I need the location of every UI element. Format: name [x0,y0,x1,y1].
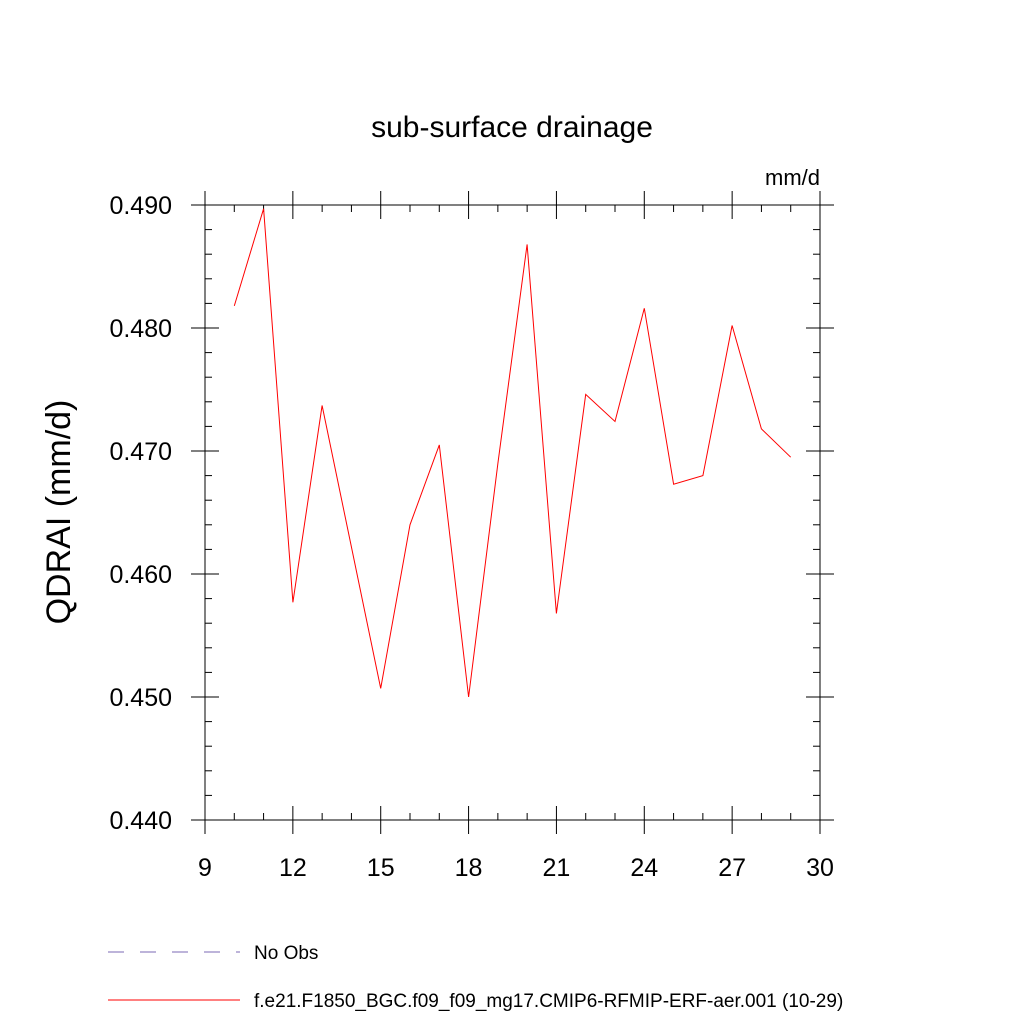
series-group [233,208,792,698]
series-line [233,208,792,698]
y-tick-label: 0.490 [109,192,172,220]
y-tick-label: 0.470 [109,438,172,466]
x-tick-label: 24 [630,854,658,882]
y-tick-label: 0.460 [109,561,172,589]
units-label: mm/d [765,165,820,190]
x-tick-label: 21 [543,854,571,882]
x-tick-label: 9 [198,854,212,882]
y-tick-label: 0.440 [109,807,172,835]
x-tick-label: 27 [718,854,746,882]
y-tick-label: 0.450 [109,684,172,712]
axis-ticks [191,191,834,834]
x-tick-label: 30 [806,854,834,882]
plot-frame [204,204,821,821]
legend-label: f.e21.F1850_BGC.f09_f09_mg17.CMIP6-RFMIP… [254,991,843,1012]
x-tick-label: 15 [367,854,395,882]
x-tick-label: 18 [455,854,483,882]
y-axis-label: QDRAI (mm/d) [40,400,78,625]
legend: No Obs f.e21.F1850_BGC.f09_f09_mg17.CMIP6… [108,943,843,1012]
y-tick-label: 0.480 [109,315,172,343]
tick-labels: 9 12 15 18 21 24 27 30 0.440 0.450 0.460 0.470 0.480… [109,192,833,882]
x-tick-label: 12 [279,854,307,882]
chart-title: sub-surface drainage [371,111,653,144]
legend-label: No Obs [254,943,318,964]
